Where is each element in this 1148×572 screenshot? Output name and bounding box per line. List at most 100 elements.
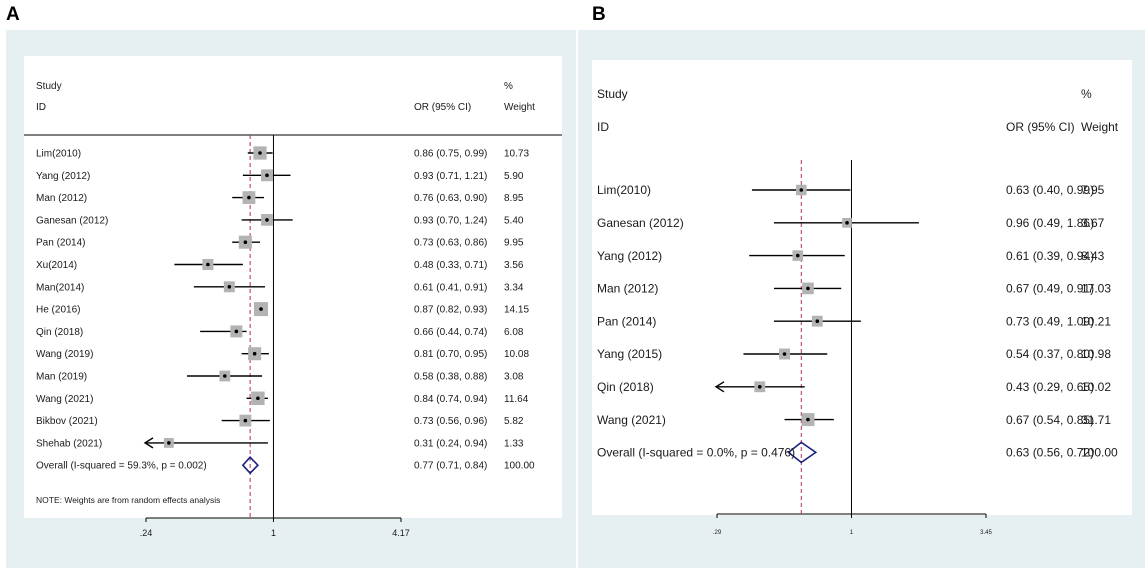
a-plot-area xyxy=(24,56,562,518)
a-study-label-5: Xu(2014) xyxy=(36,260,77,271)
a-study-label-10: Man (2019) xyxy=(36,372,87,383)
a-weight-text-2: 8.95 xyxy=(504,193,524,204)
b-overall-ci-text: 0.63 (0.56, 0.72) xyxy=(1006,446,1094,460)
b-ci-text-3: 0.67 (0.49, 0.91) xyxy=(1006,282,1094,296)
a-point-0 xyxy=(258,151,262,155)
b-weight-text-2: 8.43 xyxy=(1081,249,1105,263)
a-overall-diamond xyxy=(241,456,260,475)
b-study-label-6: Qin (2018) xyxy=(597,380,654,394)
b-point-3 xyxy=(806,286,810,291)
a-ci-text-5: 0.48 (0.33, 0.71) xyxy=(414,260,487,271)
a-weight-text-9: 10.08 xyxy=(504,349,529,360)
a-weight-text-8: 6.08 xyxy=(504,327,524,338)
a-ci-arrow-13 xyxy=(143,437,154,449)
a-point-7 xyxy=(259,307,263,311)
b-weight-text-7: 31.71 xyxy=(1081,413,1111,427)
b-weight-text-3: 17.03 xyxy=(1081,282,1111,296)
a-header-percent: % xyxy=(504,81,513,92)
b-ci-arrow-6 xyxy=(714,381,725,393)
b-overall-label: Overall (I-squared = 0.0%, p = 0.476) xyxy=(597,446,795,460)
b-study-label-3: Man (2012) xyxy=(597,282,658,296)
a-point-9 xyxy=(252,351,257,356)
a-weight-text-5: 3.56 xyxy=(504,260,524,271)
a-weight-text-3: 5.40 xyxy=(504,215,524,226)
a-ci-text-2: 0.76 (0.63, 0.90) xyxy=(414,193,487,204)
a-note: NOTE: Weights are from random effects an… xyxy=(36,495,220,505)
b-point-1 xyxy=(845,221,849,225)
a-header-id: ID xyxy=(36,102,46,113)
b-weight-text-5: 10.98 xyxy=(1081,347,1111,361)
b-point-0 xyxy=(799,188,804,192)
a-point-2 xyxy=(247,195,251,200)
a-study-label-2: Man (2012) xyxy=(36,193,87,204)
b-ci-text-5: 0.54 (0.37, 0.80) xyxy=(1006,347,1094,361)
a-ci-text-8: 0.66 (0.44, 0.74) xyxy=(414,327,487,338)
b-overall-diamond xyxy=(787,441,818,464)
b-point-2 xyxy=(795,253,800,258)
a-study-label-13: Shehab (2021) xyxy=(36,438,102,449)
a-header-weight: Weight xyxy=(504,102,535,113)
a-point-10 xyxy=(223,374,227,378)
a-overall-ci-text: 0.77 (0.71, 0.84) xyxy=(414,461,487,472)
b-overall-weight-text: 100.00 xyxy=(1081,446,1118,460)
b-ci-text-6: 0.43 (0.29, 0.65) xyxy=(1006,380,1094,394)
a-weight-text-13: 1.33 xyxy=(504,438,524,449)
b-weight-text-1: 3.67 xyxy=(1081,216,1105,230)
a-ci-text-1: 0.93 (0.71, 1.21) xyxy=(414,171,487,182)
a-weight-text-1: 5.90 xyxy=(504,171,524,182)
b-plot-area xyxy=(592,60,1132,515)
a-study-label-0: Lim(2010) xyxy=(36,149,81,160)
a-ci-text-3: 0.93 (0.70, 1.24) xyxy=(414,215,487,226)
b-weight-text-0: 7.95 xyxy=(1081,183,1105,197)
b-ci-text-7: 0.67 (0.54, 0.85) xyxy=(1006,413,1094,427)
a-ci-text-13: 0.31 (0.24, 0.94) xyxy=(414,438,487,449)
b-x-tick-label-2: 3.45 xyxy=(980,530,992,536)
b-header-weight: Weight xyxy=(1081,120,1119,134)
a-study-label-1: Yang (2012) xyxy=(36,171,90,182)
a-point-12 xyxy=(243,418,248,423)
a-point-11 xyxy=(256,396,260,401)
a-header-ci: OR (95% CI) xyxy=(414,102,471,113)
b-x-tick-label-0: .29 xyxy=(713,530,722,536)
a-ci-text-11: 0.84 (0.74, 0.94) xyxy=(414,394,487,405)
b-header-ci: OR (95% CI) xyxy=(1006,120,1075,134)
a-ci-text-7: 0.87 (0.82, 0.93) xyxy=(414,305,487,316)
a-ci-text-12: 0.73 (0.56, 0.96) xyxy=(414,416,487,427)
a-study-label-7: He (2016) xyxy=(36,305,80,316)
a-overall-label: Overall (I-squared = 59.3%, p = 0.002) xyxy=(36,461,207,472)
b-ci-text-4: 0.73 (0.49, 1.09) xyxy=(1006,314,1094,328)
b-ci-text-2: 0.61 (0.39, 0.94) xyxy=(1006,249,1094,263)
a-weight-text-11: 11.64 xyxy=(504,394,529,405)
a-weight-text-6: 3.34 xyxy=(504,282,524,293)
b-study-label-1: Ganesan (2012) xyxy=(597,216,684,230)
a-ci-text-6: 0.61 (0.41, 0.91) xyxy=(414,282,487,293)
a-weight-text-12: 5.82 xyxy=(504,416,524,427)
panel-a-letter: A xyxy=(6,4,20,25)
a-point-4 xyxy=(243,240,248,244)
b-study-label-4: Pan (2014) xyxy=(597,314,656,328)
a-weight-text-4: 9.95 xyxy=(504,238,524,249)
b-point-7 xyxy=(806,417,810,422)
b-point-4 xyxy=(815,319,820,324)
a-study-label-8: Qin (2018) xyxy=(36,327,83,338)
a-x-tick-label-2: 4.17 xyxy=(392,528,410,538)
a-point-5 xyxy=(206,262,210,267)
b-study-label-2: Yang (2012) xyxy=(597,249,662,263)
b-point-6 xyxy=(757,385,762,389)
a-study-label-11: Wang (2021) xyxy=(36,394,93,405)
a-header-study: Study xyxy=(36,81,62,92)
a-point-6 xyxy=(227,285,232,289)
a-point-1 xyxy=(265,173,269,178)
b-weight-text-6: 10.02 xyxy=(1081,380,1111,394)
a-point-8 xyxy=(234,329,239,334)
a-ci-text-9: 0.81 (0.70, 0.95) xyxy=(414,349,487,360)
a-point-3 xyxy=(265,218,269,222)
a-weight-text-0: 10.73 xyxy=(504,149,529,160)
b-study-label-0: Lim(2010) xyxy=(597,183,651,197)
b-ci-text-1: 0.96 (0.49, 1.86) xyxy=(1006,216,1094,230)
a-weight-text-10: 3.08 xyxy=(504,372,524,383)
b-point-5 xyxy=(782,352,787,356)
a-ci-text-4: 0.73 (0.63, 0.86) xyxy=(414,238,487,249)
